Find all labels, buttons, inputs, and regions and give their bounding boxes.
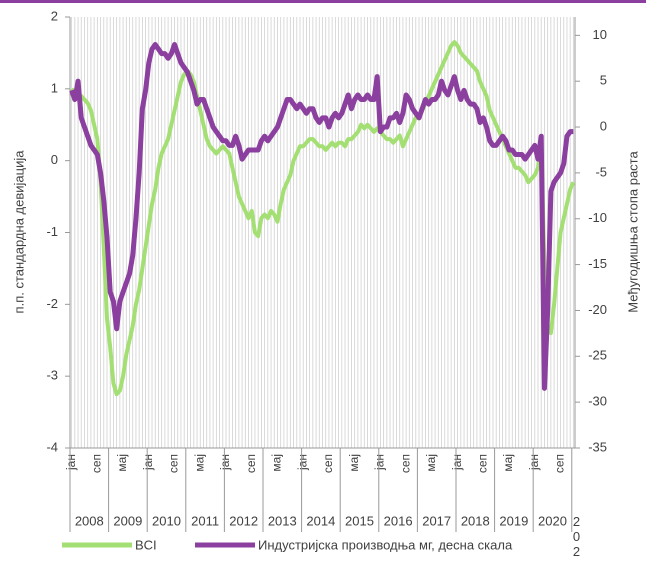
y2-tick-label: -15: [588, 256, 607, 271]
year-label: 2010: [152, 513, 181, 528]
top-border: [0, 0, 646, 3]
y-tick-label: 1: [51, 80, 58, 95]
year-label: 2011: [191, 513, 219, 528]
y-tick-label: 0: [51, 152, 58, 167]
y-tick-label: 2: [51, 8, 58, 23]
x-tick-label: сеп: [167, 454, 181, 473]
x-tick-label: мај: [115, 454, 129, 472]
year-label: 2015: [345, 513, 374, 528]
year-label: 2014: [306, 513, 335, 528]
x-tick-label: сеп: [398, 454, 412, 473]
x-tick-label: сеп: [90, 454, 104, 473]
x-tick-label: јан: [218, 454, 232, 471]
y2-tick-label: 5: [600, 73, 607, 88]
year-label: 2020: [538, 513, 567, 528]
x-tick-label: мај: [347, 454, 361, 472]
legend-label: BCI: [135, 537, 157, 552]
series-line: [69, 42, 574, 391]
x-tick-label: мај: [501, 454, 515, 472]
x-tick-label: јан: [527, 454, 541, 471]
year-label: 2016: [384, 513, 413, 528]
x-tick-label: мај: [270, 454, 284, 472]
y-axis-title: п.п. стандардна девијација: [11, 150, 26, 314]
y2-tick-label: -30: [588, 394, 607, 409]
x-tick-label: јан: [64, 454, 78, 471]
year-label: 2017: [422, 513, 451, 528]
x-tick-label: сеп: [321, 454, 335, 473]
x-tick-label: јан: [141, 454, 155, 471]
x-tick-label: јан: [295, 454, 309, 471]
year-label: 2012: [229, 513, 258, 528]
year-label: 2009: [113, 513, 142, 528]
legend-label: Индустријска производња мг, десна скала: [258, 537, 513, 552]
x-tick-label: сеп: [475, 454, 489, 473]
y2-tick-label: -5: [595, 164, 607, 179]
year-label: 2008: [75, 513, 104, 528]
y-tick-label: -1: [46, 224, 58, 239]
y2-tick-label: 10: [593, 27, 607, 42]
y-tick-label: -4: [46, 439, 58, 454]
x-tick-label: мај: [192, 454, 206, 472]
year-label: 2019: [499, 513, 528, 528]
y2-tick-label: -10: [588, 210, 607, 225]
y2-axis-title: Међугодишња стопа раста: [625, 151, 640, 313]
year-label: 202: [569, 514, 584, 559]
year-label: 2013: [268, 513, 297, 528]
x-tick-label: мај: [424, 454, 438, 472]
y2-tick-label: -35: [588, 439, 607, 454]
x-tick-label: сеп: [553, 454, 567, 473]
x-tick-label: јан: [373, 454, 387, 471]
x-tick-label: сеп: [244, 454, 258, 473]
y2-tick-label: -25: [588, 348, 607, 363]
y-tick-label: -2: [46, 296, 58, 311]
y-tick-label: -3: [46, 368, 58, 383]
x-tick-label: јан: [450, 454, 464, 471]
year-label: 2018: [461, 513, 490, 528]
y2-tick-label: -20: [588, 302, 607, 317]
series-line: [70, 40, 576, 397]
y2-tick-label: 0: [600, 118, 607, 133]
